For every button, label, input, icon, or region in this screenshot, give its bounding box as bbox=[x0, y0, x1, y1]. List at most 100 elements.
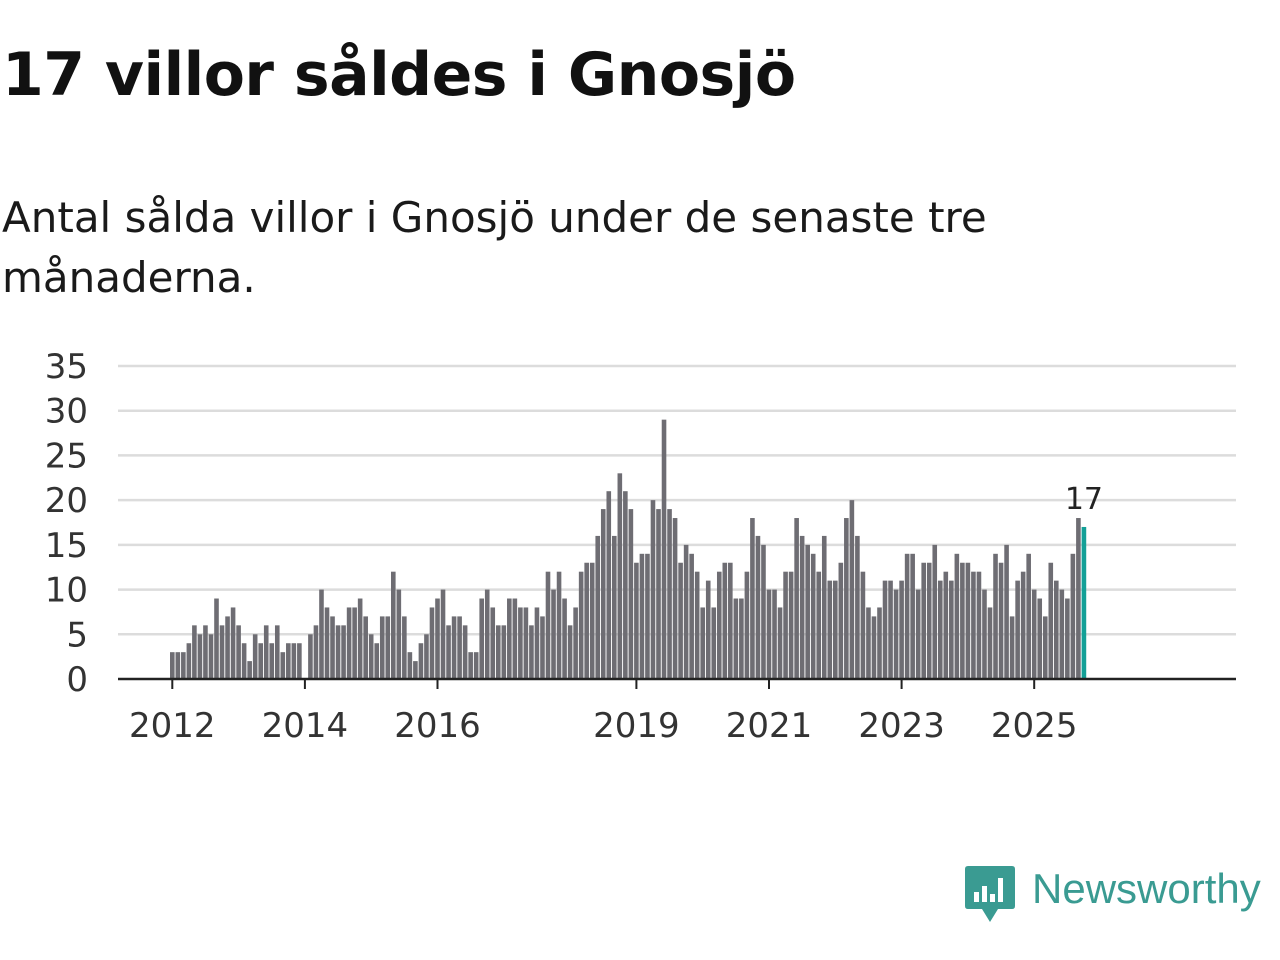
bar bbox=[860, 571, 866, 679]
bar bbox=[363, 616, 368, 679]
x-tick-label: 2025 bbox=[991, 706, 1078, 746]
bar bbox=[512, 598, 518, 679]
bar bbox=[368, 634, 374, 679]
bar bbox=[733, 598, 739, 679]
bar bbox=[341, 625, 346, 679]
newsworthy-logo: Newsworthy bbox=[964, 864, 1280, 928]
bar bbox=[788, 571, 794, 679]
bar bbox=[661, 419, 667, 679]
bar bbox=[1048, 562, 1054, 679]
bar bbox=[247, 661, 252, 679]
bar bbox=[324, 607, 330, 679]
bar bbox=[833, 580, 838, 679]
bar bbox=[402, 616, 407, 679]
bar bbox=[672, 518, 678, 679]
bar bbox=[606, 491, 612, 679]
bar bbox=[357, 598, 363, 679]
bar bbox=[910, 553, 915, 679]
bar bbox=[761, 544, 766, 679]
bar bbox=[208, 634, 214, 679]
bar bbox=[175, 652, 181, 679]
bar bbox=[623, 491, 628, 679]
bar bbox=[816, 571, 822, 679]
bar bbox=[418, 643, 424, 679]
bar bbox=[943, 571, 949, 679]
bar bbox=[258, 643, 263, 679]
bar bbox=[545, 571, 551, 679]
bar bbox=[711, 607, 717, 679]
bar bbox=[308, 634, 313, 679]
bar bbox=[484, 589, 490, 679]
bar bbox=[1070, 553, 1076, 679]
bar-latest bbox=[1081, 526, 1087, 679]
bar bbox=[982, 589, 987, 679]
bar bbox=[855, 535, 860, 679]
bar bbox=[551, 589, 556, 679]
bar bbox=[413, 661, 418, 679]
bar bbox=[838, 562, 844, 679]
bar bbox=[1065, 598, 1070, 679]
bar bbox=[495, 625, 501, 679]
bar bbox=[683, 544, 689, 679]
bar bbox=[639, 553, 645, 679]
bar bbox=[181, 652, 186, 679]
y-tick-label: 5 bbox=[66, 615, 88, 655]
bars bbox=[170, 419, 1087, 679]
bar bbox=[904, 553, 910, 679]
bar bbox=[810, 553, 816, 679]
bar bbox=[446, 625, 451, 679]
bar bbox=[960, 562, 965, 679]
bar bbox=[645, 553, 650, 679]
bar bbox=[230, 607, 236, 679]
bar bbox=[1054, 580, 1059, 679]
bar bbox=[766, 589, 772, 679]
bar bbox=[507, 598, 512, 679]
logo-text: Newsworthy bbox=[1032, 865, 1261, 912]
y-tick-label: 20 bbox=[45, 481, 88, 521]
bar bbox=[252, 634, 258, 679]
latest-value-label: 17 bbox=[1065, 482, 1103, 517]
bar bbox=[739, 598, 744, 679]
bar bbox=[921, 562, 926, 679]
chart-title: 17 villor såldes i Gnosjö bbox=[2, 40, 796, 110]
bar bbox=[827, 580, 833, 679]
bar bbox=[650, 500, 656, 679]
bar bbox=[274, 625, 280, 679]
bar bbox=[899, 580, 904, 679]
bar bbox=[678, 562, 683, 679]
bar bbox=[468, 652, 473, 679]
bar bbox=[993, 553, 998, 679]
x-tick-label: 2014 bbox=[262, 706, 349, 746]
bar bbox=[805, 544, 810, 679]
bar bbox=[429, 607, 435, 679]
y-tick-label: 25 bbox=[45, 436, 88, 476]
bar bbox=[291, 643, 297, 679]
bar bbox=[965, 562, 971, 679]
bar bbox=[501, 625, 507, 679]
bar bbox=[578, 571, 584, 679]
annotations: 17 bbox=[1065, 482, 1103, 517]
bar bbox=[346, 607, 352, 679]
bar bbox=[335, 625, 341, 679]
bar bbox=[280, 652, 286, 679]
bar bbox=[435, 598, 440, 679]
bar bbox=[987, 607, 993, 679]
bar bbox=[236, 625, 241, 679]
bar bbox=[882, 580, 888, 679]
x-tick-label: 2023 bbox=[858, 706, 945, 746]
bar bbox=[844, 518, 849, 679]
bar bbox=[998, 562, 1004, 679]
bar bbox=[954, 553, 960, 679]
bar bbox=[219, 625, 225, 679]
bar bbox=[750, 518, 755, 679]
bar bbox=[667, 509, 672, 679]
bar bbox=[573, 607, 578, 679]
bar bbox=[396, 589, 402, 679]
bar bbox=[777, 607, 783, 679]
x-tick-label: 2012 bbox=[129, 706, 216, 746]
bar bbox=[705, 580, 711, 679]
bar bbox=[170, 652, 175, 679]
bar bbox=[263, 625, 269, 679]
bar bbox=[888, 580, 893, 679]
